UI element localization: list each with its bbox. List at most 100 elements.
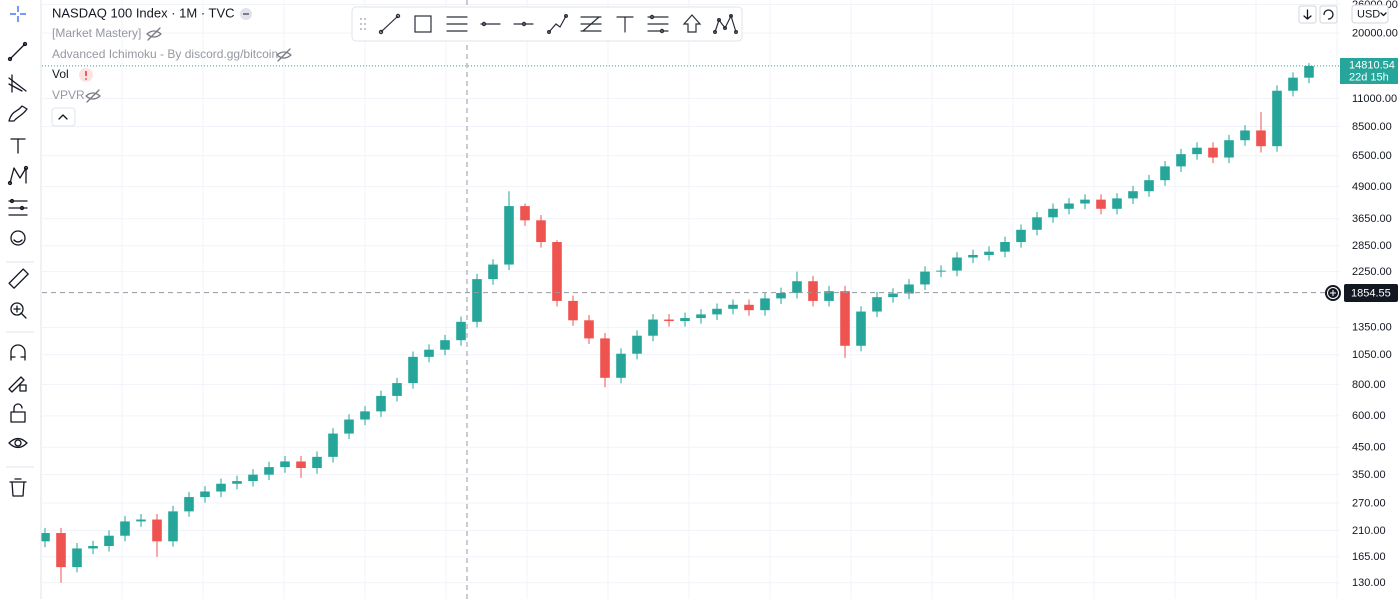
candle-body	[168, 511, 178, 542]
candle-body	[312, 456, 322, 468]
candle-body	[536, 220, 546, 243]
left-toolbar	[0, 0, 42, 599]
brush-tool[interactable]	[8, 105, 28, 122]
legend: NASDAQ 100 Index · 1M · TVC [Market Mast…	[51, 5, 292, 127]
fib-tool[interactable]	[8, 74, 27, 93]
candle-body	[216, 483, 226, 492]
candle-body	[232, 481, 242, 484]
candle-body	[664, 319, 674, 322]
candle-body	[248, 474, 258, 482]
candle-body	[872, 297, 882, 312]
last-price-label: 14810.54	[1349, 59, 1395, 71]
candle-body	[568, 300, 578, 321]
candle-body	[392, 383, 402, 396]
candle-body	[1176, 154, 1186, 167]
ruler-tool[interactable]	[8, 268, 29, 289]
candle-body	[584, 320, 594, 339]
tool-text[interactable]	[616, 16, 634, 33]
tool-arrow[interactable]	[682, 14, 702, 33]
candle-body	[936, 270, 946, 272]
candle-body	[1016, 229, 1026, 243]
candle-body	[1288, 77, 1298, 91]
candle-body	[120, 521, 130, 536]
candle-body	[712, 308, 722, 315]
tool-trend[interactable]	[378, 13, 401, 35]
candle-body	[344, 419, 354, 434]
reset-button[interactable]	[1319, 5, 1338, 24]
emoji-tool[interactable]	[10, 230, 26, 246]
candle-body	[856, 311, 866, 346]
tool-hline[interactable]	[513, 21, 534, 27]
candle-body	[840, 291, 850, 346]
hidden-icon[interactable]	[146, 27, 162, 41]
y-tick-label: 2850.00	[1352, 240, 1392, 252]
drawing-toolbar-bg	[351, 6, 743, 42]
hidden-icon[interactable]	[85, 89, 101, 103]
trend-line-tool[interactable]	[7, 41, 28, 62]
candle-body	[968, 254, 978, 258]
tool-rectangle[interactable]	[414, 15, 432, 33]
visibility-tool[interactable]	[8, 437, 28, 449]
candle-body	[1144, 180, 1154, 192]
lock-drawing-tool[interactable]	[8, 376, 27, 393]
candle-body	[136, 519, 146, 522]
tool-path[interactable]	[546, 14, 568, 35]
hidden-icon[interactable]	[276, 48, 292, 62]
collapse-title[interactable]	[240, 8, 252, 20]
zoom-tool[interactable]	[10, 302, 27, 319]
magnet-tool[interactable]	[10, 344, 26, 361]
y-tick-label: 210.00	[1352, 525, 1386, 537]
pattern-tool[interactable]	[7, 165, 29, 186]
candle-body	[56, 533, 66, 568]
candle-body	[1128, 191, 1138, 199]
candle-body	[760, 298, 770, 311]
y-tick-label: 3650.00	[1352, 213, 1392, 225]
toolbar-bg	[0, 0, 41, 599]
collapse-legend-button[interactable]	[51, 107, 76, 127]
candle-body	[88, 546, 98, 549]
tool-lines[interactable]	[446, 16, 468, 32]
tool-ray[interactable]	[480, 21, 501, 27]
candle-body	[360, 411, 370, 420]
candle-body	[488, 264, 498, 280]
candle-body	[456, 321, 466, 341]
error-icon[interactable]	[79, 68, 93, 82]
y-tick-label: 2250.00	[1352, 266, 1392, 278]
symbol-title: NASDAQ 100 Index · 1M · TVC	[52, 5, 235, 20]
candle-body	[328, 433, 338, 457]
vertical-grid	[121, 0, 1338, 599]
crosshair-plus[interactable]	[1325, 285, 1341, 301]
drag-handle[interactable]	[360, 18, 366, 30]
candle-body	[1000, 242, 1010, 252]
candle-body	[1272, 90, 1282, 147]
scroll-button[interactable]	[1298, 5, 1317, 24]
candle-body	[600, 338, 610, 378]
candle-body	[1208, 147, 1218, 158]
candle-body	[824, 291, 834, 301]
tool-pattern[interactable]	[712, 14, 738, 35]
candle-body	[744, 304, 754, 311]
candle-body	[520, 206, 530, 221]
text-tool[interactable]	[10, 138, 26, 154]
candle-body	[808, 281, 818, 301]
candle-body	[296, 461, 306, 468]
countdown-label: 22d 15h	[1349, 71, 1389, 83]
y-tick-label: 4900.00	[1352, 181, 1392, 193]
indicator-label: Advanced Ichimoku - By discord.gg/bitcoi…	[52, 47, 278, 61]
candle-body	[616, 353, 626, 378]
candles	[40, 63, 1314, 583]
y-tick-label: 350.00	[1352, 469, 1386, 481]
tool-forecast[interactable]	[647, 14, 669, 34]
indicator-label: [Market Mastery]	[52, 26, 141, 40]
lock-tool[interactable]	[10, 403, 26, 423]
prediction-tool[interactable]	[8, 198, 28, 216]
currency-select[interactable]: USD	[1351, 4, 1389, 24]
delete-tool[interactable]	[9, 478, 27, 497]
last-price-tag: 14810.54 22d 15h	[1340, 58, 1398, 84]
tool-fib[interactable]	[580, 16, 602, 32]
crosshair-price-label: 1854.55	[1351, 287, 1391, 299]
cross-tool[interactable]	[10, 6, 26, 22]
candle-body	[376, 395, 386, 412]
candle-body	[680, 318, 690, 322]
